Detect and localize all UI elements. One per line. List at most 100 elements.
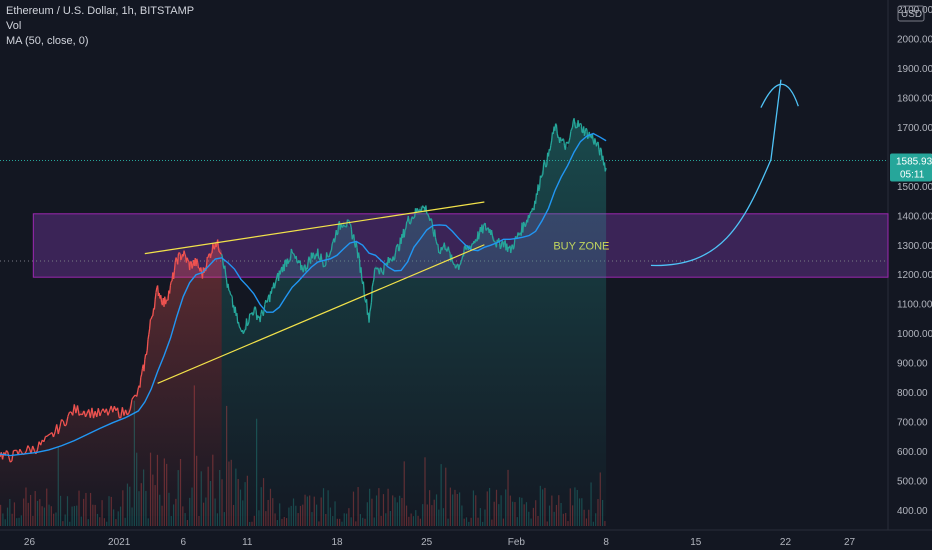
volume-bar — [89, 492, 92, 526]
price-segment — [207, 253, 210, 258]
price-segment — [61, 419, 64, 422]
price-segment — [404, 228, 407, 231]
price-segment — [248, 313, 251, 323]
price-line-group — [0, 118, 607, 463]
volume-bar — [336, 518, 338, 526]
legend-volume[interactable]: Vol — [6, 20, 22, 32]
price-segment — [342, 224, 345, 227]
volume-bar — [590, 482, 592, 526]
price-segment — [344, 225, 347, 228]
x-tick-label: 25 — [421, 537, 433, 548]
price-segment — [153, 299, 156, 310]
volume-bar — [560, 502, 562, 526]
volume-bar — [283, 516, 285, 526]
volume-bar — [394, 497, 396, 526]
volume-bar — [583, 509, 585, 526]
volume-bar — [78, 490, 80, 526]
volume-bar — [514, 502, 516, 526]
price-segment — [498, 238, 501, 244]
volume-bar — [574, 487, 576, 526]
volume-bar — [410, 513, 412, 526]
volume-bar — [426, 504, 428, 526]
price-segment — [279, 269, 282, 275]
volume-bar — [20, 515, 22, 526]
volume-bar — [71, 506, 73, 526]
volume-bar — [528, 511, 530, 526]
price-segment — [59, 419, 63, 428]
price-segment — [325, 252, 329, 257]
price-segment — [200, 267, 203, 273]
price-segment — [412, 217, 415, 220]
price-segment — [569, 131, 572, 138]
price-segment — [164, 300, 168, 305]
volume-bar — [262, 478, 265, 526]
price-segment — [430, 217, 432, 220]
price-segment — [393, 258, 396, 261]
price-segment — [573, 118, 576, 125]
volume-bar — [440, 464, 442, 526]
volume-bar — [166, 463, 168, 526]
volume-bar — [27, 502, 29, 526]
price-segment — [210, 252, 213, 255]
price-segment — [452, 262, 455, 266]
price-segment — [398, 249, 400, 252]
volume-bar — [578, 498, 581, 526]
volume-bar — [133, 400, 135, 526]
volume-bar — [565, 513, 567, 526]
legend-moving-average[interactable]: MA (50, close, 0) — [6, 35, 89, 47]
volume-bar — [260, 487, 262, 526]
price-segment — [290, 248, 293, 252]
price-segment — [420, 207, 423, 212]
price-segment — [52, 431, 56, 438]
price-segment — [430, 219, 433, 224]
price-segment — [78, 413, 82, 416]
price-segment — [229, 290, 232, 295]
price-segment — [236, 313, 239, 324]
price-segment — [448, 250, 451, 253]
price-segment — [30, 445, 34, 454]
volume-bar — [96, 513, 99, 526]
volume-bar — [595, 513, 597, 526]
volume-bar — [429, 490, 431, 526]
price-segment — [482, 223, 485, 227]
volume-bar — [235, 468, 237, 526]
y-tick-label: 700.00 — [897, 418, 928, 429]
volume-bar — [94, 504, 96, 526]
price-segment — [259, 314, 262, 323]
y-tick-label: 1800.00 — [897, 93, 932, 104]
price-segment — [129, 399, 133, 410]
volume-bar — [373, 517, 375, 526]
volume-bar — [232, 504, 235, 526]
price-segment — [441, 247, 444, 251]
volume-bar — [542, 489, 544, 526]
volume-bar — [108, 496, 110, 526]
price-segment — [566, 141, 569, 144]
volume-bar — [452, 494, 454, 526]
price-segment — [374, 267, 377, 270]
x-axis-ticks: 26 2021 6 11 18 25 Feb 8 15 22 27 — [24, 537, 856, 548]
volume-bar — [472, 490, 475, 526]
volume-bar — [209, 481, 212, 526]
price-segment — [313, 257, 316, 260]
volume-bar — [66, 496, 69, 526]
volume-bar — [532, 507, 534, 526]
price-segment — [231, 296, 234, 308]
volume-bar — [352, 491, 355, 526]
price-segment — [394, 252, 397, 260]
price-segment — [212, 243, 215, 249]
price-segment — [152, 308, 155, 317]
volume-bar — [163, 458, 165, 526]
legend-symbol[interactable]: Ethereum / U.S. Dollar, 1h, BITSTAMP — [6, 5, 195, 17]
price-segment — [191, 265, 194, 269]
x-tick-label: 27 — [844, 537, 856, 548]
price-segment — [380, 267, 383, 273]
price-segment — [523, 221, 525, 224]
volume-bar — [265, 511, 267, 526]
price-segment — [143, 359, 146, 372]
price-segment — [245, 318, 248, 326]
volume-bar — [491, 519, 493, 526]
projection-arrowhead — [760, 83, 799, 108]
price-segment — [329, 251, 332, 256]
x-tick-label: 26 — [24, 537, 36, 548]
